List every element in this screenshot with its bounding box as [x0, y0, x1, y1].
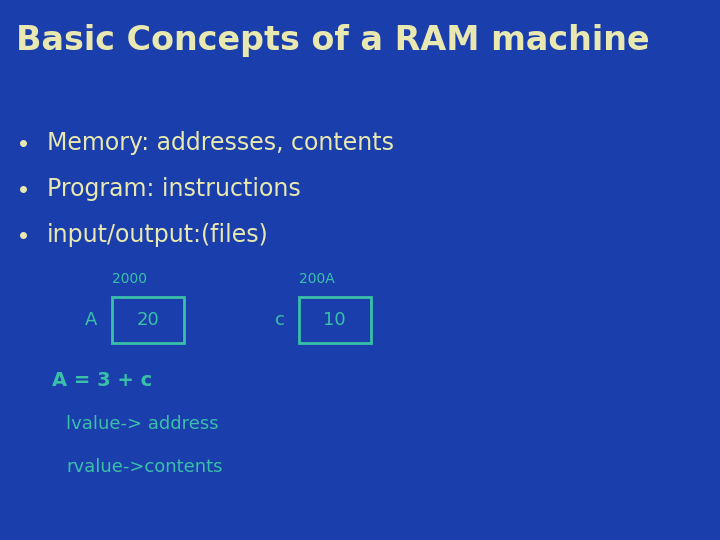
Text: Program: instructions: Program: instructions [47, 177, 300, 201]
Text: 20: 20 [136, 311, 159, 329]
Text: lvalue-> address: lvalue-> address [66, 415, 219, 433]
Bar [112, 297, 184, 343]
Text: c: c [274, 311, 284, 329]
Text: A = 3 + c: A = 3 + c [52, 371, 152, 390]
Text: 10: 10 [323, 311, 346, 329]
Text: input/output:(files): input/output:(files) [47, 223, 269, 247]
Bar [299, 297, 371, 343]
Text: 200A: 200A [299, 272, 335, 286]
Text: Memory: addresses, contents: Memory: addresses, contents [47, 131, 394, 155]
Text: rvalue->contents: rvalue->contents [66, 458, 222, 476]
Text: 2000: 2000 [112, 272, 147, 286]
Text: Basic Concepts of a RAM machine: Basic Concepts of a RAM machine [16, 24, 649, 57]
Text: A: A [85, 311, 97, 329]
